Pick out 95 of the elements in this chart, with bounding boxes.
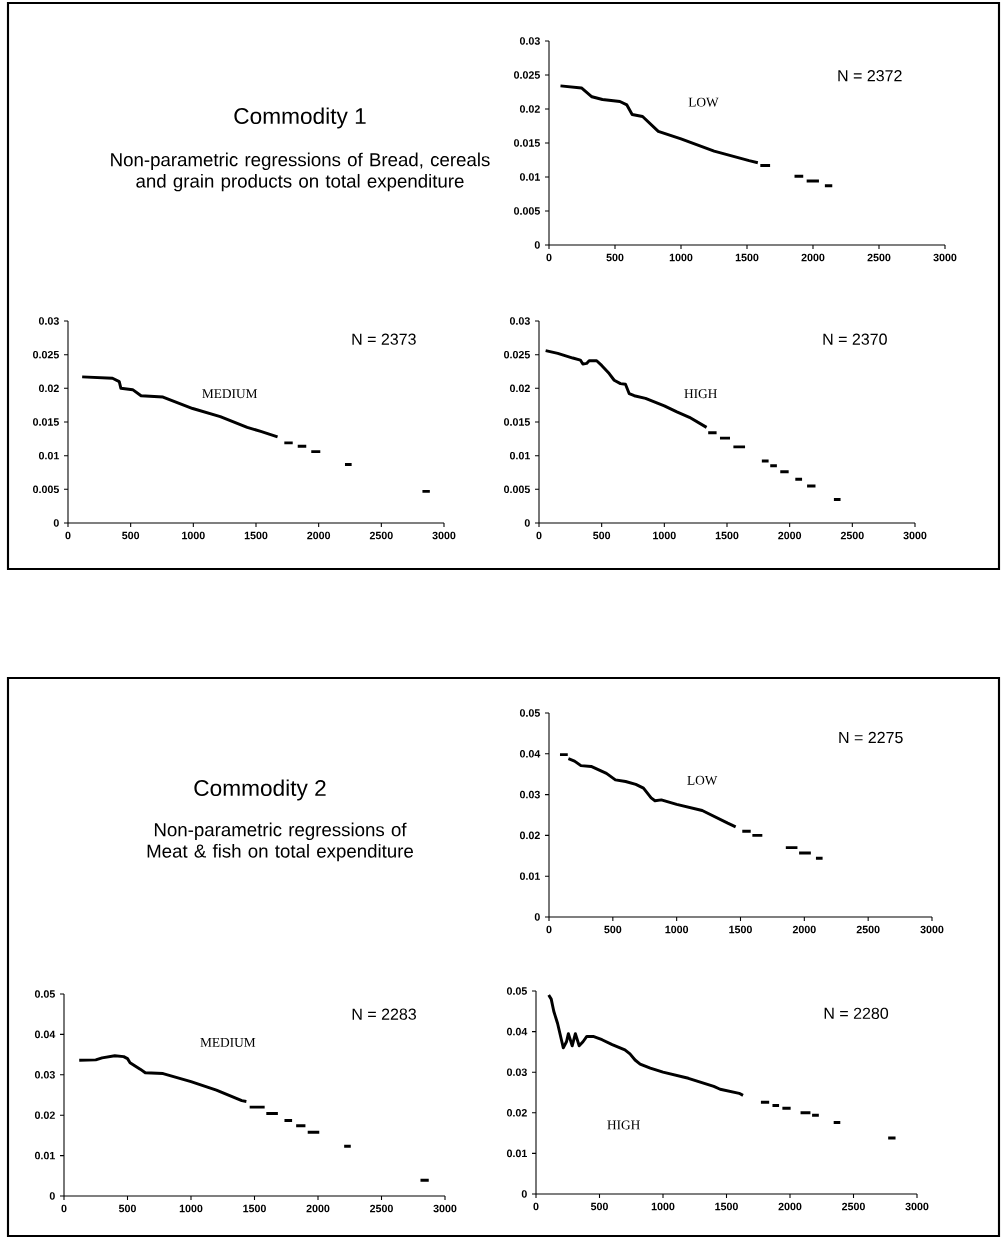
y-tick-label: 0.03 [34,1071,55,1079]
x-tick-label: 2000 [306,1204,330,1213]
y-tick-label: 0.01 [509,451,530,460]
x-tick-label: 3000 [903,531,927,540]
x-tick-label: 1000 [179,1204,203,1213]
text: Non-parametric regressions of Meat & fish on total expenditure [147,822,413,862]
x-tick-label: 2500 [856,925,880,934]
x-tick-label: 500 [593,531,611,540]
annotation: MEDIUM [200,1038,256,1047]
x-tick-label: 0 [61,1204,67,1213]
text: Commodity 1 [234,107,366,129]
y-tick-label: 0.03 [519,790,540,799]
x-tick-label: 0 [546,253,552,262]
x-tick-label: 1500 [244,531,268,540]
y-tick-label: 0.025 [514,71,540,79]
annotation: N = 2275 [839,731,903,744]
y-tick-label: 0 [524,519,530,527]
annotation: LOW [688,97,719,107]
x-tick-label: 0 [546,925,552,934]
annotation: N = 2280 [824,1007,889,1019]
y-tick-label: 0.05 [34,990,55,998]
x-tick-label: 2500 [840,531,864,540]
y-tick-label: 0.01 [519,173,540,181]
y-tick-label: 0 [534,241,540,249]
x-tick-label: 0 [65,531,71,540]
y-tick-label: 0.005 [504,485,530,494]
y-tick-label: 0.03 [519,37,540,45]
y-tick-label: 0 [534,913,540,921]
x-tick-label: 2000 [307,531,331,540]
x-tick-label: 2000 [778,1202,802,1211]
x-tick-label: 1000 [182,531,205,540]
x-tick-label: 1000 [651,1202,675,1211]
y-tick-label: 0.04 [34,1030,56,1039]
x-tick-label: 500 [118,1204,136,1213]
y-tick-label: 0.04 [506,1027,528,1036]
text: Commodity 2 [194,779,326,801]
x-tick-label: 3000 [933,253,957,262]
x-tick-label: 2000 [801,253,825,262]
y-tick-label: 0.03 [506,1068,527,1076]
x-tick-label: 3000 [920,925,944,934]
annotation: N = 2373 [352,333,416,345]
x-tick-label: 1500 [715,531,739,540]
x-tick-label: 1500 [729,925,752,934]
annotation: MEDIUM [202,389,258,399]
annotation: HIGH [607,1120,640,1130]
y-tick-label: 0.02 [519,831,540,840]
y-tick-label: 0.02 [506,1109,527,1117]
y-tick-label: 0.015 [514,139,540,147]
y-tick-label: 0.03 [509,317,530,325]
y-tick-label: 0.02 [509,384,530,393]
y-tick-label: 0.01 [34,1151,55,1160]
y-tick-label: 0.03 [38,317,59,325]
x-tick-label: 1000 [665,925,689,934]
x-tick-label: 1500 [735,253,759,262]
annotation: N = 2283 [352,1008,417,1020]
y-tick-label: 0.01 [519,872,540,880]
x-tick-label: 2500 [370,1204,393,1213]
x-tick-label: 1500 [243,1204,266,1213]
annotation: N = 2370 [823,333,887,345]
annotation: HIGH [684,389,717,399]
x-tick-label: 2000 [778,531,802,540]
annotation: LOW [687,775,718,785]
annotation: N = 2372 [838,70,902,82]
x-tick-label: 500 [590,1202,608,1211]
y-tick-label: 0.01 [38,451,59,460]
y-tick-label: 0.005 [33,485,59,494]
y-tick-label: 0.02 [38,384,59,393]
y-tick-label: 0.015 [504,418,530,426]
x-tick-label: 3000 [432,531,456,540]
y-tick-label: 0.01 [506,1149,527,1158]
x-tick-label: 500 [122,531,140,540]
x-tick-label: 2500 [842,1202,865,1211]
y-tick-label: 0 [49,1192,55,1200]
y-tick-label: 0.005 [514,207,540,215]
x-tick-label: 2500 [369,531,393,540]
x-tick-label: 2000 [792,925,816,934]
y-tick-label: 0.025 [504,350,530,359]
text: Non-parametric regressions of Bread, cereals and grain products on total expenditure [111,152,490,192]
y-tick-label: 0.025 [33,350,59,359]
y-tick-label: 0.015 [33,418,59,426]
y-tick-label: 0 [521,1190,527,1198]
x-tick-label: 3000 [905,1202,929,1211]
x-tick-label: 2500 [867,253,891,262]
y-tick-label: 0.05 [519,709,540,717]
y-tick-label: 0.05 [506,987,527,995]
y-tick-label: 0.02 [519,105,540,113]
x-tick-label: 1000 [653,531,676,540]
x-tick-label: 500 [606,253,624,262]
x-tick-label: 1500 [715,1202,738,1211]
y-tick-label: 0.04 [519,750,541,758]
x-tick-label: 500 [604,925,622,934]
x-tick-label: 3000 [433,1204,457,1213]
x-tick-label: 1000 [669,253,693,262]
y-tick-label: 0.02 [34,1111,55,1119]
y-tick-label: 0 [53,519,59,527]
